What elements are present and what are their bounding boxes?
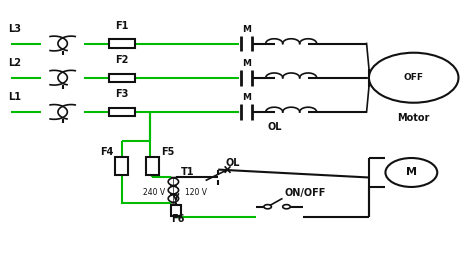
Text: L3: L3 <box>9 24 21 34</box>
Text: OFF: OFF <box>404 73 424 82</box>
Circle shape <box>385 158 438 187</box>
Text: L2: L2 <box>9 58 21 68</box>
Bar <box>109 73 135 82</box>
Bar <box>109 39 135 48</box>
Text: M: M <box>242 25 251 34</box>
Text: 240 V: 240 V <box>143 188 165 197</box>
Bar <box>109 108 135 116</box>
Text: F1: F1 <box>115 21 128 31</box>
Circle shape <box>283 205 290 209</box>
Text: OL: OL <box>268 122 282 132</box>
Circle shape <box>264 205 272 209</box>
Bar <box>171 205 181 216</box>
Text: ON/OFF: ON/OFF <box>284 188 326 198</box>
Text: T1: T1 <box>181 167 194 177</box>
Text: L1: L1 <box>9 92 21 102</box>
Text: F3: F3 <box>115 89 128 99</box>
Text: F4: F4 <box>100 147 114 157</box>
Circle shape <box>369 53 458 103</box>
Bar <box>115 157 128 175</box>
Text: F6: F6 <box>171 214 184 225</box>
Text: OL: OL <box>225 158 240 168</box>
Text: M: M <box>242 93 251 102</box>
Text: M: M <box>406 168 417 177</box>
Bar <box>146 157 159 175</box>
Text: F5: F5 <box>162 147 175 157</box>
Text: F2: F2 <box>115 55 128 65</box>
Text: M: M <box>242 59 251 68</box>
Text: Motor: Motor <box>398 113 430 123</box>
Text: 120 V: 120 V <box>185 188 207 197</box>
